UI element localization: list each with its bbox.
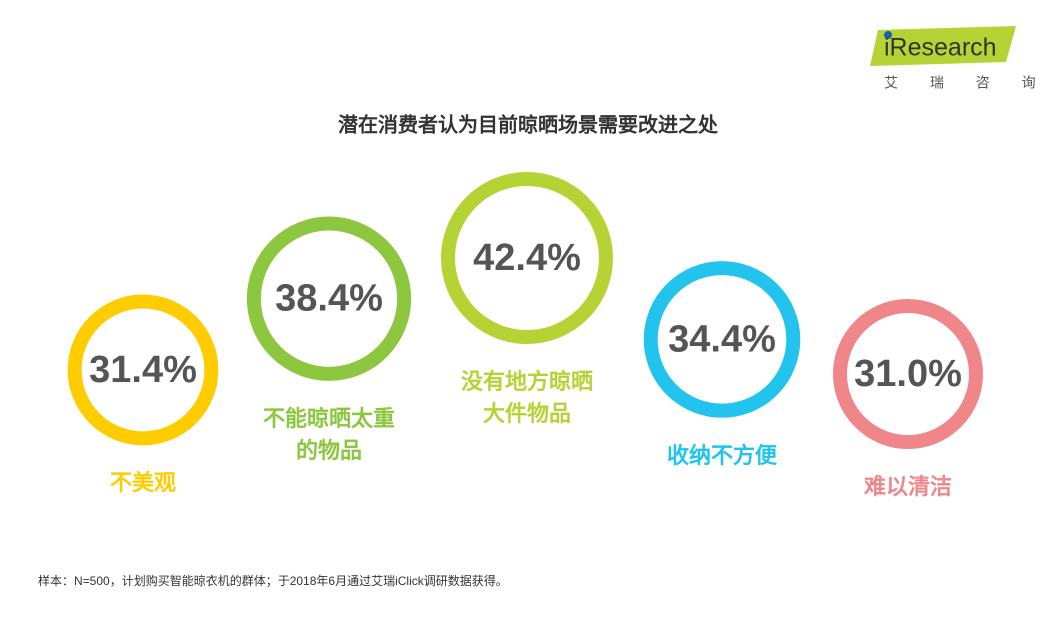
value-label: 31.0%: [854, 353, 962, 395]
logo-text: iResearch: [884, 34, 997, 62]
value-label: 34.4%: [668, 318, 776, 360]
ring: [246, 216, 412, 381]
category-label: 不美观: [109, 470, 176, 496]
category-label: 难以清洁: [863, 474, 952, 499]
value-label: 31.4%: [89, 349, 197, 391]
ring: [833, 299, 983, 449]
note: 样本：N=500，计划购买智能晾衣机的群体；于2018年6月通过艾瑞iClick…: [38, 574, 508, 588]
category-label: 不能晾晒太重 的物品: [262, 405, 395, 463]
value-label: 38.4%: [275, 278, 383, 320]
category-label: 没有地方晾晒 大件物品: [460, 369, 593, 426]
ring: [643, 261, 801, 418]
value-label: 42.4%: [473, 237, 581, 279]
logo-dot: [884, 31, 892, 39]
logo-subtitle: 艾 瑞 咨 询: [884, 75, 1050, 91]
chart-title: 潜在消费者认为目前晾晒场景需要改进之处: [338, 112, 719, 136]
ring: [441, 172, 613, 344]
category-label: 收纳不方便: [666, 442, 777, 468]
logo-shape: [870, 26, 1016, 66]
ring: [67, 294, 219, 446]
